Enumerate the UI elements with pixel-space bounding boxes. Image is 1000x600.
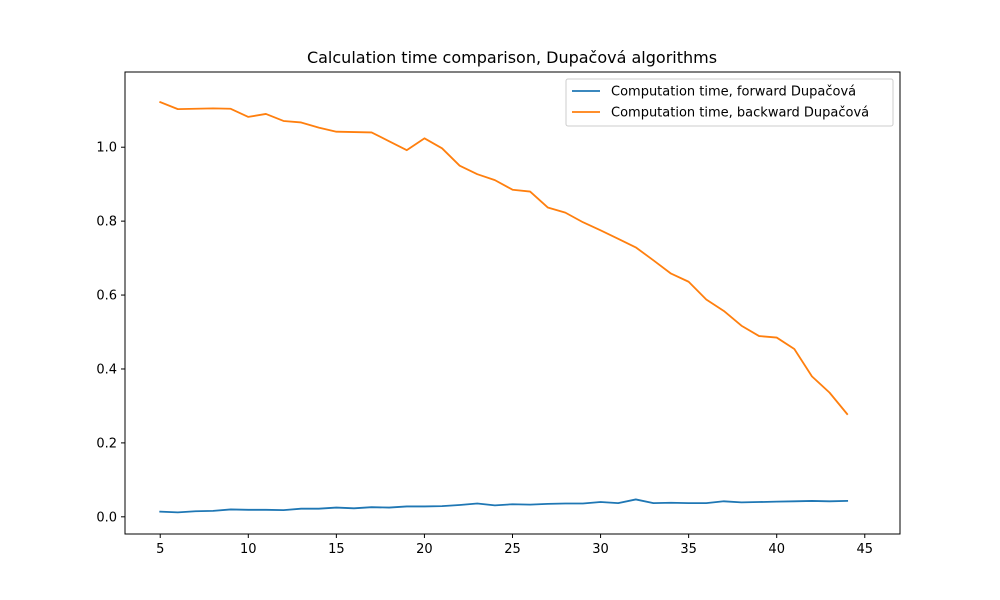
legend-box bbox=[565, 78, 894, 127]
x-tick-label: 15 bbox=[328, 542, 345, 557]
series-layer bbox=[159, 100, 849, 514]
legend: Computation time, forward Dupačová Comput… bbox=[565, 78, 894, 127]
y-tick-label: 0.2 bbox=[96, 436, 117, 451]
x-tick-label: 35 bbox=[680, 542, 697, 557]
legend-label: Computation time, forward Dupačová bbox=[611, 85, 856, 100]
x-axis: 5 10 15 20 25 30 35 40 45 bbox=[156, 534, 873, 557]
y-tick-label: 0.0 bbox=[96, 510, 117, 525]
x-tick-label: 20 bbox=[416, 542, 433, 557]
x-tick-label: 25 bbox=[504, 542, 521, 557]
x-tick-label: 40 bbox=[768, 542, 785, 557]
series-line-forward bbox=[159, 498, 849, 514]
x-tick-label: 30 bbox=[592, 542, 609, 557]
y-tick-label: 0.8 bbox=[96, 215, 117, 230]
legend-label: Computation time, backward Dupačová bbox=[611, 106, 869, 121]
y-axis: 0.0 0.2 0.4 0.6 0.8 1.0 bbox=[96, 141, 125, 525]
y-tick-label: 1.0 bbox=[96, 141, 117, 156]
series-line-backward bbox=[159, 100, 849, 416]
x-tick-label: 10 bbox=[240, 542, 257, 557]
plot-area bbox=[125, 72, 900, 534]
x-tick-label: 45 bbox=[856, 542, 873, 557]
y-tick-label: 0.6 bbox=[96, 289, 117, 304]
chart-title: Calculation time comparison, Dupačová al… bbox=[307, 48, 717, 67]
x-tick-label: 5 bbox=[156, 542, 164, 557]
y-tick-label: 0.4 bbox=[96, 362, 117, 377]
